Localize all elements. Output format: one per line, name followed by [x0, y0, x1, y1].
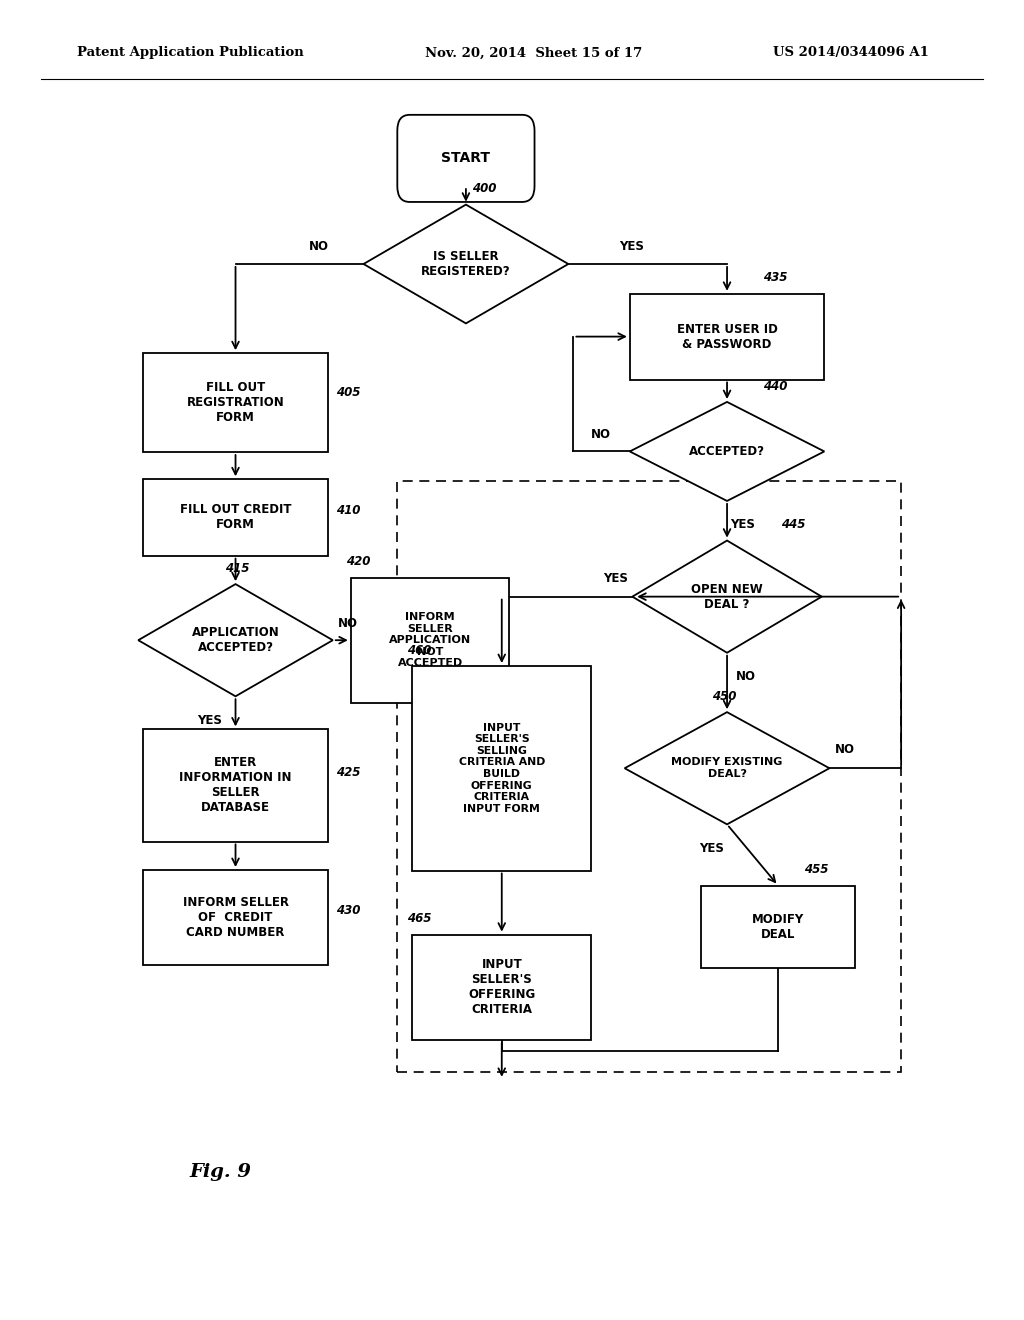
Polygon shape — [138, 583, 333, 697]
Text: OPEN NEW
DEAL ?: OPEN NEW DEAL ? — [691, 582, 763, 611]
Text: 400: 400 — [472, 182, 497, 195]
Bar — [143, 479, 328, 556]
Text: 415: 415 — [225, 562, 250, 574]
Text: INPUT
SELLER'S
OFFERING
CRITERIA: INPUT SELLER'S OFFERING CRITERIA — [468, 958, 536, 1016]
Text: APPLICATION
ACCEPTED?: APPLICATION ACCEPTED? — [191, 626, 280, 655]
Text: ACCEPTED?: ACCEPTED? — [689, 445, 765, 458]
Text: 410: 410 — [336, 504, 360, 517]
Text: START: START — [441, 152, 490, 165]
Bar — [143, 870, 328, 965]
Text: Fig. 9: Fig. 9 — [189, 1163, 251, 1181]
Text: NO: NO — [835, 743, 855, 756]
Bar — [412, 667, 591, 871]
Text: 405: 405 — [336, 385, 360, 399]
FancyBboxPatch shape — [397, 115, 535, 202]
Text: NO: NO — [591, 428, 611, 441]
Bar — [701, 886, 855, 968]
Text: US 2014/0344096 A1: US 2014/0344096 A1 — [773, 46, 929, 59]
Text: 460: 460 — [407, 644, 431, 656]
Text: YES: YES — [620, 240, 644, 253]
Text: 420: 420 — [345, 556, 370, 568]
Text: 450: 450 — [712, 690, 736, 702]
Text: YES: YES — [603, 572, 629, 585]
Bar — [412, 935, 591, 1040]
Text: YES: YES — [730, 519, 755, 531]
Text: INPUT
SELLER'S
SELLING
CRITERIA AND
BUILD
OFFERING
CRITERIA
INPUT FORM: INPUT SELLER'S SELLING CRITERIA AND BUIL… — [459, 722, 545, 814]
Text: FILL OUT
REGISTRATION
FORM: FILL OUT REGISTRATION FORM — [186, 381, 285, 424]
Text: Nov. 20, 2014  Sheet 15 of 17: Nov. 20, 2014 Sheet 15 of 17 — [425, 46, 642, 59]
Polygon shape — [364, 205, 568, 323]
Text: 440: 440 — [763, 380, 787, 392]
Text: 425: 425 — [336, 766, 360, 779]
Bar — [143, 729, 328, 842]
Bar — [350, 578, 509, 702]
Polygon shape — [632, 541, 821, 652]
Bar — [397, 480, 901, 1072]
Text: Patent Application Publication: Patent Application Publication — [77, 46, 303, 59]
Text: YES: YES — [198, 714, 222, 726]
Text: INFORM SELLER
OF  CREDIT
CARD NUMBER: INFORM SELLER OF CREDIT CARD NUMBER — [182, 896, 289, 939]
Text: 430: 430 — [336, 904, 360, 917]
Text: 465: 465 — [407, 912, 431, 925]
Polygon shape — [630, 401, 824, 500]
Text: IS SELLER
REGISTERED?: IS SELLER REGISTERED? — [421, 249, 511, 279]
Text: MODIFY
DEAL: MODIFY DEAL — [752, 912, 805, 941]
Text: INFORM
SELLER
APPLICATION
NOT
ACCEPTED: INFORM SELLER APPLICATION NOT ACCEPTED — [389, 612, 471, 668]
Text: ENTER
INFORMATION IN
SELLER
DATABASE: ENTER INFORMATION IN SELLER DATABASE — [179, 756, 292, 814]
Text: YES: YES — [699, 842, 724, 854]
Polygon shape — [625, 713, 829, 824]
Bar — [630, 293, 824, 380]
Text: 455: 455 — [804, 863, 828, 876]
Text: NO: NO — [735, 671, 756, 682]
Bar — [143, 354, 328, 451]
Text: ENTER USER ID
& PASSWORD: ENTER USER ID & PASSWORD — [677, 322, 777, 351]
Text: MODIFY EXISTING
DEAL?: MODIFY EXISTING DEAL? — [672, 758, 782, 779]
Text: NO: NO — [338, 616, 358, 630]
Text: 445: 445 — [780, 519, 805, 531]
Text: NO: NO — [308, 240, 329, 253]
Text: FILL OUT CREDIT
FORM: FILL OUT CREDIT FORM — [180, 503, 291, 532]
Text: 435: 435 — [763, 272, 787, 284]
